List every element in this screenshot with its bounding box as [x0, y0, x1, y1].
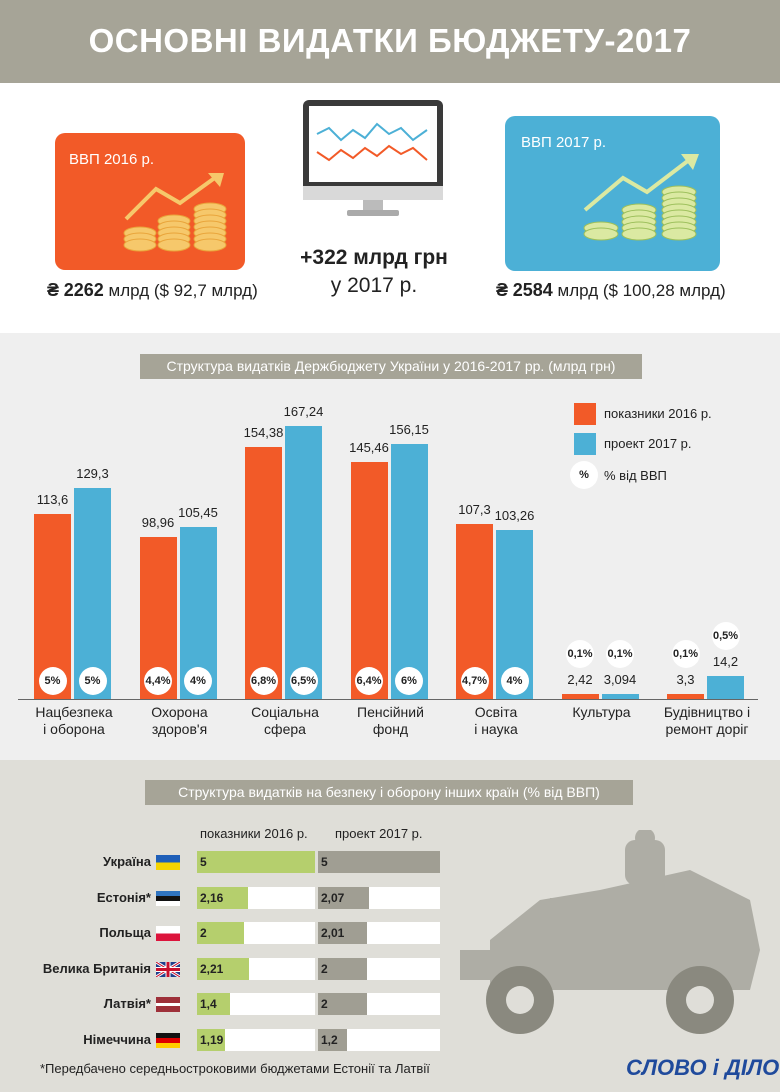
footnote: *Передбачено середньостроковими бюджетам… [40, 1061, 430, 1076]
value-2016: 5 [200, 855, 207, 869]
bar-2016 [197, 922, 245, 944]
value-2016: 2,16 [200, 890, 224, 905]
armored-vehicle-illustration [460, 830, 760, 1034]
gdp-2017-sum: ₴ 2584 млрд ($ 100,28 млрд) [496, 280, 726, 301]
slovo-i-dilo-logo: СЛОВО і ДІЛО [626, 1055, 779, 1081]
bar-2017 [318, 886, 369, 909]
poland-flag [156, 926, 180, 941]
gdp-2017-rest: млрд ($ 100,28 млрд) [557, 281, 726, 300]
gdp-2017-currency: ₴ [496, 280, 509, 300]
col-2017-header: проект 2017 р. [335, 826, 423, 841]
logo-word3: ДІЛО [724, 1055, 780, 1080]
bar-2016 [197, 1028, 226, 1051]
country-name: Україна [102, 854, 151, 869]
logo-word1: СЛОВО [626, 1055, 707, 1080]
legend-2017-label: проект 2017 р. [604, 436, 692, 451]
chart-baseline [18, 699, 758, 700]
country-name: Латвія* [103, 996, 151, 1011]
bar-track-2017 [318, 1028, 440, 1051]
estonia-flag [156, 890, 180, 906]
bar-track-2016 [197, 1028, 315, 1051]
country-name: Польща [99, 925, 151, 940]
bar-2016 [197, 993, 231, 1015]
latvia-flag [156, 997, 180, 1012]
gdp-2016-label: ВВП 2016 р. [69, 151, 155, 168]
uk-flag [155, 960, 181, 978]
legend-pct-circle: % [570, 461, 598, 489]
value-2016: 2 [200, 926, 207, 940]
growth-line1: +322 млрд грн [300, 246, 448, 269]
ukraine-flag [156, 855, 180, 870]
value-2016: 1,4 [200, 997, 217, 1011]
germany-flag [156, 1032, 180, 1048]
defense-title: Структура видатків на безпеку і оборону … [145, 780, 633, 805]
legend-2016-swatch [574, 403, 596, 425]
value-2017: 2 [321, 997, 328, 1011]
value-2016: 2,21 [200, 961, 224, 976]
value-2017: 5 [321, 855, 328, 869]
country-name: Естонія* [96, 889, 151, 905]
coins-growth-icon [123, 173, 227, 252]
gdp-2017-label: ВВП 2017 р. [521, 134, 607, 151]
gdp-2016-amount: 2262 [63, 280, 104, 300]
bar-2017 [318, 922, 368, 944]
gdp-2016-sum: ₴ 2262 млрд ($ 92,7 млрд) [47, 280, 258, 301]
budget-chart-section [0, 333, 780, 760]
bar-2016 [197, 886, 248, 909]
value-2017: 2 [321, 961, 328, 976]
legend-2016-label: показники 2016 р. [604, 406, 712, 421]
bar-2017 [318, 851, 440, 873]
gdp-2017-card: ВВП 2017 р. [505, 116, 720, 271]
gdp-2016-currency: ₴ [47, 280, 60, 300]
bar-2016 [197, 957, 250, 980]
logo-word2: і [712, 1055, 719, 1080]
legend-2017-swatch [574, 433, 596, 455]
coins-growth-icon [583, 154, 699, 241]
monitor-chart-icon [303, 100, 443, 216]
bar-2017 [318, 1028, 348, 1051]
value-2017: 2,07 [321, 890, 345, 905]
gdp-2017-amount: 2584 [512, 280, 553, 300]
value-2017: 2,01 [321, 926, 345, 940]
header-banner [0, 0, 780, 83]
col-2016-header: показники 2016 р. [200, 826, 308, 841]
country-name: Німеччина [83, 1031, 151, 1047]
value-2016: 1,19 [200, 1032, 224, 1047]
country-name: Велика Британія [42, 960, 151, 976]
bar-2016 [197, 851, 315, 873]
growth-line2: у 2017 р. [330, 274, 418, 297]
chart-title: Структура видатків Держбюджету України у… [140, 354, 642, 379]
bar-2017 [318, 993, 367, 1015]
gdp-2016-rest: млрд ($ 92,7 млрд) [108, 281, 258, 300]
page-title: ОСНОВНІ ВИДАТКИ БЮДЖЕТУ-2017 [88, 22, 692, 59]
gdp-2016-card: ВВП 2016 р. [55, 133, 245, 270]
legend-pct-label: % від ВВП [604, 468, 667, 483]
bar-2017 [318, 957, 367, 980]
value-2017: 1,2 [321, 1032, 338, 1047]
